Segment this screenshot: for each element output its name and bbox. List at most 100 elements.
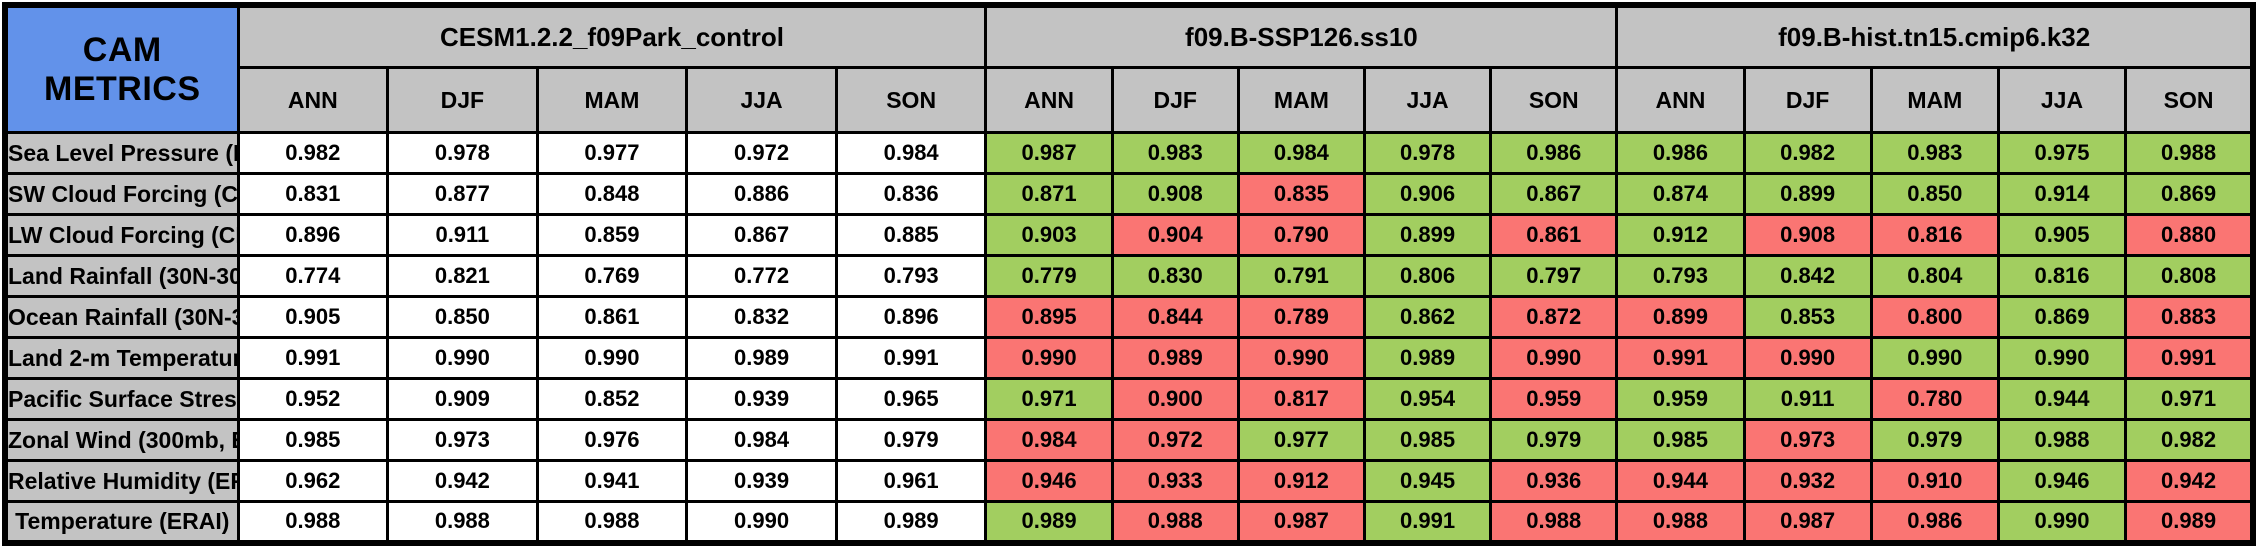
row-label: Pacific Surface Stress (5N-5S,ERS) bbox=[3, 377, 240, 421]
metric-cell: 0.986 bbox=[1615, 131, 1746, 175]
metric-cell: 0.987 bbox=[1236, 500, 1366, 544]
metric-cell: 0.832 bbox=[685, 295, 838, 339]
metric-cell: 0.985 bbox=[1615, 418, 1746, 462]
metric-cell: 0.903 bbox=[984, 213, 1114, 257]
metric-cell: 0.853 bbox=[1742, 295, 1873, 339]
row-label-text: Land 2-m Temperature (Willmott) bbox=[8, 344, 237, 371]
season-header-ann: ANN bbox=[1615, 66, 1746, 134]
metric-cell: 0.911 bbox=[1742, 377, 1873, 421]
metric-cell: 0.989 bbox=[2124, 500, 2255, 544]
table-row: Land Rainfall (30N-30S, GPCP)0.7740.8210… bbox=[3, 254, 2255, 298]
metric-cell: 0.867 bbox=[685, 213, 838, 257]
metric-cell: 0.989 bbox=[1110, 336, 1240, 380]
season-header-jja: JJA bbox=[1996, 66, 2128, 134]
metric-cell: 0.912 bbox=[1615, 213, 1746, 257]
row-label: Land 2-m Temperature (Willmott) bbox=[3, 336, 240, 380]
metric-cell: 0.990 bbox=[1742, 336, 1873, 380]
metric-cell: 0.983 bbox=[1110, 131, 1240, 175]
metric-cell: 0.817 bbox=[1236, 377, 1366, 421]
metric-cell: 0.932 bbox=[1742, 459, 1873, 503]
metric-cell: 0.939 bbox=[685, 459, 838, 503]
metric-cell: 0.991 bbox=[1615, 336, 1746, 380]
metric-cell: 0.988 bbox=[2124, 131, 2255, 175]
row-label: Sea Level Pressure (ERAI) bbox=[3, 131, 240, 175]
metric-cell: 0.978 bbox=[386, 131, 539, 175]
group-header-ssp126: f09.B-SSP126.ss10 bbox=[984, 3, 1619, 69]
table-row: Zonal Wind (300mb, ERAI)0.9850.9730.9760… bbox=[3, 418, 2255, 462]
metric-cell: 0.793 bbox=[834, 254, 988, 298]
metric-cell: 0.971 bbox=[984, 377, 1114, 421]
metric-cell: 0.883 bbox=[2124, 295, 2255, 339]
metric-cell: 0.877 bbox=[386, 172, 539, 216]
metric-cell: 0.871 bbox=[984, 172, 1114, 216]
row-label-text: Zonal Wind (300mb, ERAI) bbox=[8, 426, 237, 453]
metric-cell: 0.896 bbox=[834, 295, 988, 339]
metric-cell: 0.988 bbox=[535, 500, 689, 544]
metric-cell: 0.989 bbox=[685, 336, 838, 380]
metric-cell: 0.965 bbox=[834, 377, 988, 421]
metric-cell: 0.912 bbox=[1236, 459, 1366, 503]
table-row: Temperature (ERAI) 0.988 0.988 0.988 0.990 0.… bbox=[3, 500, 2255, 544]
metric-cell: 0.979 bbox=[1489, 418, 1619, 462]
table-row: LW Cloud Forcing (CERES-EBAF)0.8960.9110… bbox=[3, 213, 2255, 257]
metric-cell: 0.991 bbox=[2124, 336, 2255, 380]
metric-cell: 0.990 bbox=[1996, 336, 2128, 380]
season-header-mam: MAM bbox=[535, 66, 689, 134]
metric-cell: 0.859 bbox=[535, 213, 689, 257]
metric-cell: 0.971 bbox=[2124, 377, 2255, 421]
row-label-text: LW Cloud Forcing (CERES-EBAF) bbox=[8, 221, 237, 248]
metric-cell: 0.793 bbox=[1615, 254, 1746, 298]
metric-cell: 0.987 bbox=[1742, 500, 1873, 544]
metric-cell: 0.991 bbox=[1362, 500, 1493, 544]
metric-cell: 0.946 bbox=[984, 459, 1114, 503]
metric-cell: 0.959 bbox=[1489, 377, 1619, 421]
metric-cell: 0.844 bbox=[1110, 295, 1240, 339]
metric-cell: 0.885 bbox=[834, 213, 988, 257]
metric-cell: 0.896 bbox=[236, 213, 390, 257]
metric-cell: 0.972 bbox=[1110, 418, 1240, 462]
season-header-ann: ANN bbox=[236, 66, 390, 134]
metric-cell: 0.900 bbox=[1110, 377, 1240, 421]
metric-cell: 0.779 bbox=[984, 254, 1114, 298]
metric-cell: 0.869 bbox=[1996, 295, 2128, 339]
group-header-hist: f09.B-hist.tn15.cmip6.k32 bbox=[1615, 3, 2255, 69]
row-label: Ocean Rainfall (30N-30S, GPCP) bbox=[3, 295, 240, 339]
metric-cell: 0.977 bbox=[535, 131, 689, 175]
table-row: Land 2-m Temperature (Willmott)0.9910.99… bbox=[3, 336, 2255, 380]
metric-cell: 0.830 bbox=[1110, 254, 1240, 298]
metric-cell: 0.979 bbox=[834, 418, 988, 462]
table-title: CAM METRICS bbox=[3, 3, 240, 134]
row-label: Temperature (ERAI) bbox=[3, 500, 240, 544]
metric-cell: 0.988 bbox=[1110, 500, 1240, 544]
metric-cell: 0.850 bbox=[386, 295, 539, 339]
metric-cell: 0.806 bbox=[1362, 254, 1493, 298]
row-label-text: Ocean Rainfall (30N-30S, GPCP) bbox=[8, 303, 237, 330]
metric-cell: 0.800 bbox=[1869, 295, 2000, 339]
metric-cell: 0.842 bbox=[1742, 254, 1873, 298]
table-row: Ocean Rainfall (30N-30S, GPCP)0.9050.850… bbox=[3, 295, 2255, 339]
metric-cell: 0.872 bbox=[1489, 295, 1619, 339]
metric-cell: 0.944 bbox=[1615, 459, 1746, 503]
table-row: SW Cloud Forcing (CERES-EBAF)0.8310.8770… bbox=[3, 172, 2255, 216]
metric-cell: 0.850 bbox=[1869, 172, 2000, 216]
metric-cell: 0.983 bbox=[1869, 131, 2000, 175]
metric-cell: 0.952 bbox=[236, 377, 390, 421]
table-row: Relative Humidity (ERAI)0.9620.9420.9410… bbox=[3, 459, 2255, 503]
season-header-djf: DJF bbox=[1110, 66, 1240, 134]
metric-cell: 0.973 bbox=[386, 418, 539, 462]
metric-cell: 0.982 bbox=[1742, 131, 1873, 175]
metric-cell: 0.990 bbox=[535, 336, 689, 380]
metric-cell: 0.986 bbox=[1869, 500, 2000, 544]
metric-cell: 0.831 bbox=[236, 172, 390, 216]
row-label: Relative Humidity (ERAI) bbox=[3, 459, 240, 503]
metric-cell: 0.790 bbox=[1236, 213, 1366, 257]
metric-cell: 0.979 bbox=[1869, 418, 2000, 462]
group-header-control: CESM1.2.2_f09Park_control bbox=[236, 3, 988, 69]
metric-cell: 0.973 bbox=[1742, 418, 1873, 462]
season-header-ann: ANN bbox=[984, 66, 1114, 134]
metric-cell: 0.874 bbox=[1615, 172, 1746, 216]
metric-cell: 0.945 bbox=[1362, 459, 1493, 503]
season-header-mam: MAM bbox=[1236, 66, 1366, 134]
metric-cell: 0.905 bbox=[236, 295, 390, 339]
metric-cell: 0.990 bbox=[685, 500, 838, 544]
